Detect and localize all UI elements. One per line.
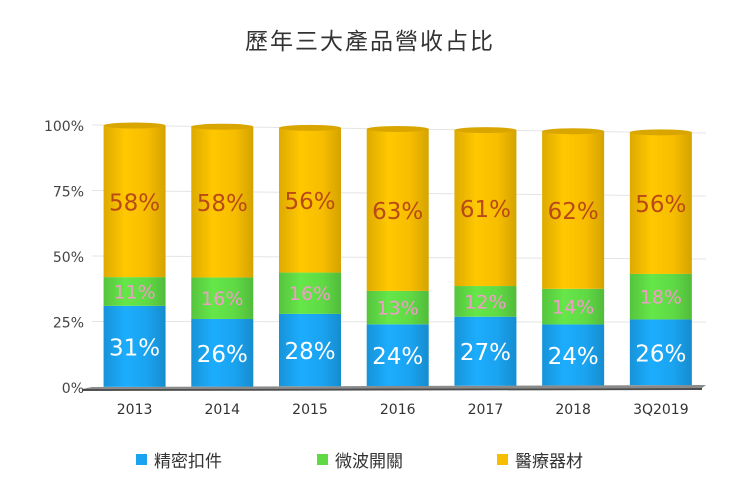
data-label: 26% xyxy=(635,341,686,367)
bar-segment xyxy=(542,324,605,386)
bar-top-cap xyxy=(191,123,254,130)
bar-top-cap xyxy=(629,129,692,136)
legend-swatch xyxy=(317,454,328,465)
data-label: 18% xyxy=(640,287,682,309)
chart-title: 歷年三大產品營收占比 xyxy=(245,29,495,55)
x-tick-label: 2015 xyxy=(292,402,328,418)
legend-item-medical-devices: 醫療器材 xyxy=(497,447,583,472)
bar-top-cap xyxy=(279,124,341,131)
data-label: 16% xyxy=(289,283,331,305)
legend-item-precision-fasteners: 精密扣件 xyxy=(136,447,222,472)
legend-label: 醫療器材 xyxy=(515,452,583,472)
x-tick-label: 2018 xyxy=(555,402,591,418)
data-label: 58% xyxy=(109,190,160,216)
bar-segment xyxy=(279,313,341,387)
legend-swatch xyxy=(136,454,147,465)
data-label: 28% xyxy=(284,339,335,365)
bar-segment xyxy=(542,131,605,289)
bar-segment xyxy=(454,286,517,317)
data-label: 31% xyxy=(109,335,160,361)
stacked-bar-chart: 0% 25% 50% 75% 100% 31% 11% 58% 26% 16% 58% 28% 16%… xyxy=(44,119,707,418)
legend-label: 精密扣件 xyxy=(154,452,222,472)
chart-floor xyxy=(82,385,706,391)
x-axis-ticks: 2013 2014 2015 2016 2017 2018 3Q2019 xyxy=(117,402,689,418)
x-tick-label: 3Q2019 xyxy=(633,402,689,418)
data-label: 24% xyxy=(372,344,423,370)
x-tick-label: 2017 xyxy=(468,402,504,418)
data-label: 27% xyxy=(460,340,511,366)
floor-edge xyxy=(82,388,702,391)
bars xyxy=(103,122,692,387)
data-label: 13% xyxy=(377,298,419,320)
legend-swatch xyxy=(497,454,508,465)
bar-segment xyxy=(366,290,429,325)
data-label: 11% xyxy=(113,281,155,303)
data-labels: 31% 11% 58% 26% 16% 58% 28% 16% 56% 24% 13% 63% 27% 1… xyxy=(109,189,686,370)
bar-top-cap xyxy=(103,122,166,129)
legend-label: 微波開關 xyxy=(335,452,403,472)
data-label: 63% xyxy=(372,199,423,225)
data-label: 26% xyxy=(197,342,248,368)
data-label: 24% xyxy=(548,344,599,370)
bar-segment xyxy=(629,319,692,386)
bar-segment xyxy=(191,277,254,320)
x-tick-label: 2014 xyxy=(204,402,240,418)
data-label: 62% xyxy=(548,199,599,225)
bar-segment xyxy=(629,273,692,320)
bar-segment xyxy=(279,272,341,314)
data-label: 12% xyxy=(464,291,506,313)
bar-top-cap xyxy=(366,125,429,132)
bar-segment xyxy=(279,127,341,273)
data-label: 56% xyxy=(635,192,686,218)
bar-segment xyxy=(542,288,605,325)
legend-item-microwave-switches: 微波開關 xyxy=(317,447,403,472)
floor-face xyxy=(82,385,706,389)
x-tick-label: 2013 xyxy=(117,402,153,418)
y-axis-ticks: 0% 25% 50% 75% 100% xyxy=(44,119,84,397)
bar-top-cap xyxy=(542,128,605,135)
legend: 精密扣件 微波開關 醫療器材 xyxy=(0,447,740,473)
data-label: 14% xyxy=(552,297,594,319)
y-tick-label: 25% xyxy=(53,316,84,332)
bar-segment xyxy=(191,126,254,278)
bar-segment xyxy=(366,324,429,387)
bar-segment xyxy=(103,125,166,278)
bar-segment xyxy=(366,128,429,291)
y-tick-label: 0% xyxy=(62,381,84,397)
data-label: 61% xyxy=(460,197,511,223)
bar-segment xyxy=(103,277,166,306)
data-label: 58% xyxy=(197,191,248,217)
bar-segment xyxy=(191,319,254,387)
y-tick-label: 50% xyxy=(53,250,84,266)
bar-segment xyxy=(454,130,517,287)
bar-segment xyxy=(454,316,517,386)
bar-top-cap xyxy=(454,127,517,134)
y-tick-label: 100% xyxy=(44,119,84,135)
x-tick-label: 2016 xyxy=(380,402,416,418)
y-tick-label: 75% xyxy=(53,185,84,201)
bar-segment xyxy=(629,132,692,274)
data-label: 56% xyxy=(284,189,335,215)
bar-segment xyxy=(103,305,166,387)
data-label: 16% xyxy=(201,288,243,310)
